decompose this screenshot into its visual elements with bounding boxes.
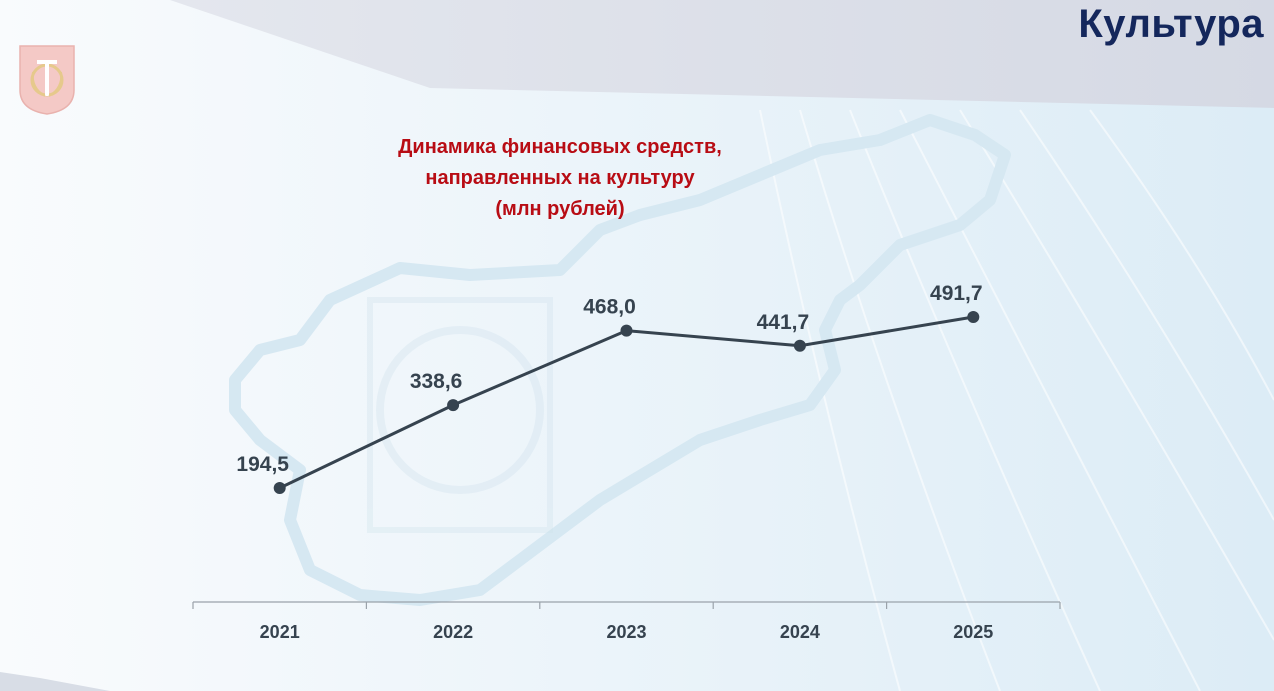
chart-title-line-1: Динамика финансовых средств, <box>398 136 722 158</box>
city-coat-of-arms-icon <box>19 45 75 115</box>
data-point-2023 <box>620 324 633 337</box>
data-point-2022 <box>447 399 460 412</box>
x-tick-label-2025: 2025 <box>953 622 993 642</box>
data-label-2021: 194,5 <box>236 453 289 476</box>
x-axis <box>192 601 1061 609</box>
x-tick-label-2021: 2021 <box>260 622 300 642</box>
data-points <box>273 311 980 494</box>
data-point-2025 <box>967 311 980 323</box>
data-labels: 194,5 338,6 468,0 441,7 491,7 <box>236 282 982 476</box>
x-tick-label-2023: 2023 <box>606 622 646 642</box>
x-tick-label-2024: 2024 <box>780 622 820 642</box>
data-label-2022: 338,6 <box>410 370 463 393</box>
series-line-group <box>279 315 974 490</box>
data-label-2025: 491,7 <box>930 282 983 305</box>
chart-title: Динамика финансовых средств, направленны… <box>340 132 780 225</box>
chart-title-line-3: (млн рублей) <box>495 198 625 220</box>
chart-title-line-2: направленных на культуру <box>425 167 695 189</box>
x-tick-label-2022: 2022 <box>433 622 473 642</box>
page-title: Культура <box>1078 2 1264 46</box>
series-line <box>279 315 974 490</box>
data-label-2023: 468,0 <box>583 296 636 319</box>
data-label-2024: 441,7 <box>757 311 810 334</box>
x-tick-labels: 2021 2022 2023 2024 2025 <box>260 622 994 642</box>
data-point-2021 <box>273 482 286 494</box>
data-point-2024 <box>793 339 806 352</box>
